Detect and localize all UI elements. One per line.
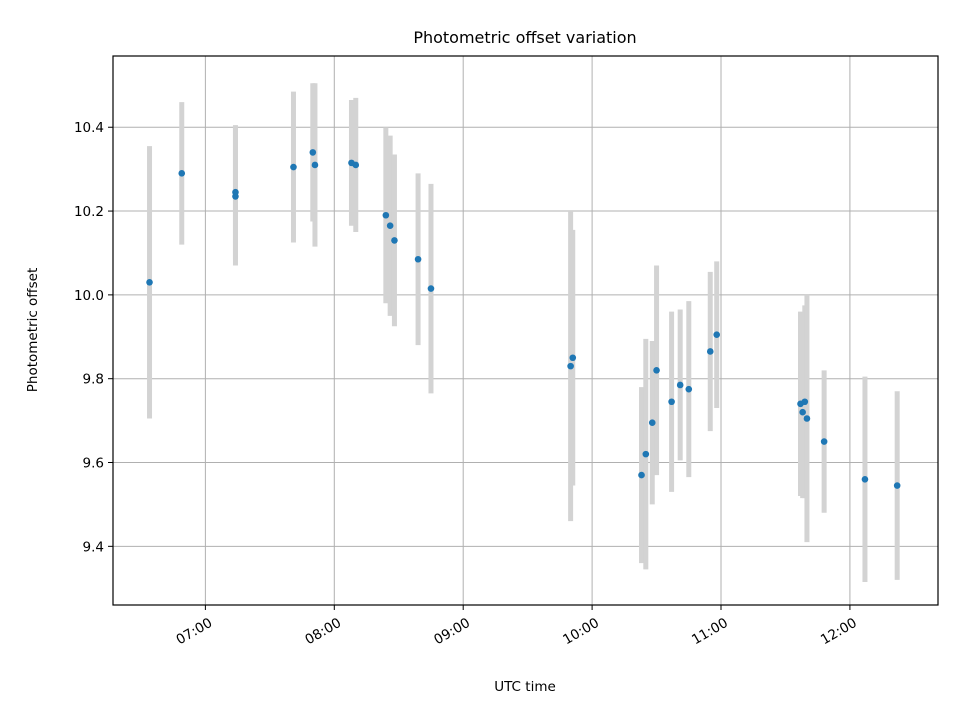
y-tick-label: 10.0	[74, 288, 104, 304]
data-point	[352, 161, 360, 169]
data-point	[391, 237, 398, 244]
data-point	[414, 255, 422, 263]
data-points	[146, 149, 901, 489]
x-axis-label: UTC time	[494, 679, 556, 695]
data-point	[311, 161, 319, 169]
data-point	[653, 367, 660, 374]
data-point	[685, 385, 693, 393]
data-point	[427, 285, 435, 292]
data-point	[799, 408, 806, 416]
data-point	[801, 398, 809, 406]
data-point	[569, 354, 577, 362]
y-axis-label: Photometric offset	[25, 268, 41, 392]
data-point	[567, 362, 574, 370]
data-point	[638, 471, 645, 479]
data-point	[893, 482, 901, 489]
y-tick-label: 10.4	[74, 120, 104, 136]
grid	[113, 56, 938, 605]
data-point	[706, 348, 714, 355]
data-point	[676, 381, 684, 389]
y-tick-label: 10.2	[74, 204, 104, 220]
data-point	[309, 149, 317, 156]
data-point	[803, 415, 811, 422]
data-point	[861, 475, 869, 483]
data-point	[178, 170, 186, 177]
data-point	[648, 419, 656, 426]
data-point	[146, 279, 153, 286]
y-tick-label: 9.6	[83, 456, 104, 472]
y-tick-label: 9.8	[83, 372, 104, 388]
data-point	[386, 222, 394, 230]
y-tick-label: 9.4	[83, 539, 104, 555]
chart-title: Photometric offset variation	[413, 28, 636, 47]
data-point	[713, 331, 721, 338]
data-point	[232, 188, 239, 196]
data-point	[668, 398, 675, 406]
data-point	[820, 438, 828, 445]
data-point	[382, 211, 390, 219]
data-point	[290, 163, 297, 171]
plot-frame	[112, 55, 939, 606]
data-point	[642, 450, 650, 458]
